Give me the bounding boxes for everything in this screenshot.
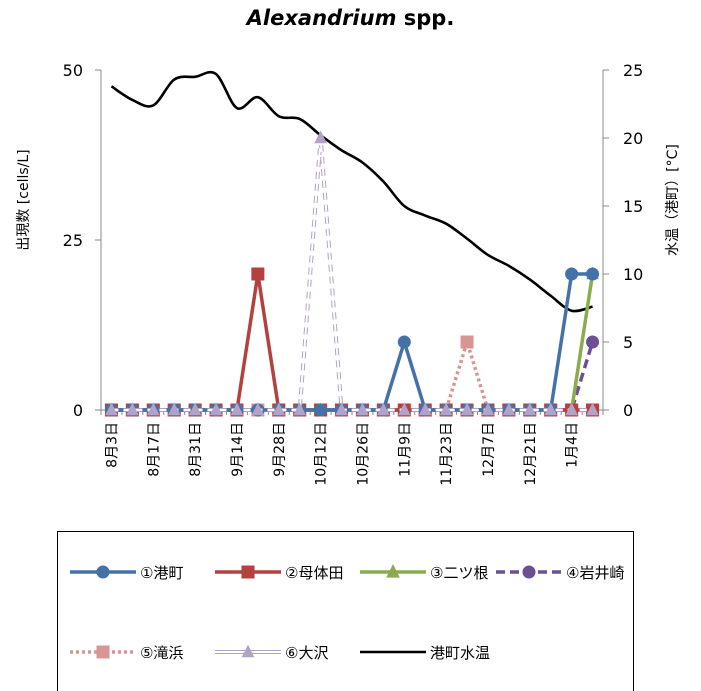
legend-marker	[96, 645, 110, 659]
y-axis-right-label: 水温（港町）[°C]	[665, 144, 681, 256]
data-point	[356, 402, 369, 416]
legend-label: ①港町	[140, 563, 184, 582]
legend-marker	[522, 565, 536, 579]
x-tick-label: 9月14日	[230, 422, 246, 477]
data-point	[335, 402, 348, 416]
data-point	[397, 402, 411, 416]
y-axis-left-label: 出現数 [cells/L]	[16, 149, 32, 250]
x-tick-label: 12月21日	[523, 422, 539, 486]
data-point	[105, 402, 118, 416]
x-tick-label: 9月28日	[272, 422, 288, 477]
right-tick-label: 5	[623, 333, 633, 352]
x-tick-label: 8月17日	[146, 422, 162, 477]
left-tick-label: 25	[63, 231, 83, 250]
legend-item: ⑤滝浜	[68, 640, 183, 664]
data-point	[586, 267, 600, 281]
chart-title: Alexandrium spp.	[0, 6, 701, 30]
data-point	[126, 402, 139, 416]
chart-title-italic: Alexandrium	[246, 6, 397, 30]
data-point	[481, 402, 495, 416]
series-line	[111, 273, 595, 412]
legend-label: ②母体田	[285, 563, 344, 582]
legend-item: ①港町	[68, 560, 183, 584]
data-point	[586, 402, 599, 416]
x-tick-label: 10月12日	[314, 422, 330, 486]
x-tick-label: 1月4日	[565, 422, 581, 468]
legend-item: ③二ツ根	[358, 560, 488, 584]
series-7	[110, 70, 593, 313]
series-line	[110, 70, 593, 313]
legend-swatch	[360, 650, 426, 654]
right-tick-label: 0	[623, 401, 633, 420]
legend-item: ⑥大沢	[213, 640, 328, 664]
x-tick-label: 11月23日	[439, 422, 455, 486]
x-tick-label: 10月26日	[355, 422, 371, 486]
data-point	[188, 402, 202, 416]
legend-swatch	[360, 563, 426, 578]
data-point	[439, 402, 453, 416]
alexandrium-chart: 0 25 50 0 5 10 15 20 25 8月3日 8月17日 8月31日 9月14日 9月28日 1…	[16, 61, 681, 486]
chart-title-rest: spp.	[396, 6, 455, 30]
data-point	[293, 402, 307, 416]
left-tick-label: 0	[73, 401, 83, 420]
x-tick-label: 8月31日	[188, 422, 204, 477]
series-line	[111, 272, 593, 412]
legend-item: 港町水温	[358, 640, 490, 664]
legend-marker	[386, 563, 400, 578]
data-point	[167, 402, 181, 416]
data-point	[586, 335, 600, 349]
data-point	[460, 335, 474, 349]
data-point	[502, 402, 516, 416]
legend-label: 港町水温	[430, 643, 491, 662]
data-point	[377, 402, 390, 416]
legend-swatch	[70, 645, 136, 659]
data-point	[272, 402, 286, 416]
legend: ①港町 ②母体田 ③二ツ根 ④岩井崎 ⑤滝浜 ⑥大沢 港町水温	[57, 531, 634, 691]
x-tick-label: 12月7日	[481, 422, 497, 477]
data-point	[230, 402, 244, 416]
right-tick-label: 25	[623, 61, 643, 80]
data-point	[251, 402, 265, 416]
series-1	[104, 267, 600, 417]
left-tick-label: 50	[63, 61, 83, 80]
data-point	[460, 402, 474, 416]
data-point	[565, 267, 579, 281]
series-line	[111, 336, 593, 412]
series-line	[111, 273, 593, 412]
x-tick-label: 11月9日	[397, 422, 413, 477]
legend-item: ②母体田	[213, 560, 343, 584]
series-2	[104, 267, 600, 417]
data-point	[314, 403, 328, 417]
x-tick-label: 8月3日	[104, 422, 120, 468]
series-line	[111, 341, 595, 412]
legend-label: ③二ツ根	[430, 563, 489, 582]
data-point	[418, 402, 432, 416]
legend-marker	[241, 644, 255, 658]
data-point	[397, 335, 411, 349]
data-point	[209, 402, 223, 416]
legend-swatch	[215, 565, 281, 579]
legend-marker	[96, 565, 110, 579]
series-3	[105, 266, 599, 416]
legend-label: ⑤滝浜	[140, 643, 184, 662]
legend-swatch	[215, 644, 281, 658]
legend-label: ④岩井崎	[566, 563, 625, 582]
legend-marker	[241, 565, 255, 579]
data-point	[544, 402, 558, 416]
data-point	[146, 402, 160, 416]
data-point	[314, 130, 327, 144]
right-tick-label: 15	[623, 197, 643, 216]
series-6	[105, 130, 599, 416]
right-tick-label: 10	[623, 265, 643, 284]
legend-item: ④岩井崎	[494, 560, 624, 584]
right-tick-label: 20	[623, 129, 643, 148]
data-point	[251, 267, 265, 281]
legend-swatch	[496, 565, 562, 579]
legend-label: ⑥大沢	[285, 643, 329, 662]
data-point	[523, 402, 537, 416]
data-point	[565, 402, 578, 416]
legend-swatch	[70, 565, 136, 579]
